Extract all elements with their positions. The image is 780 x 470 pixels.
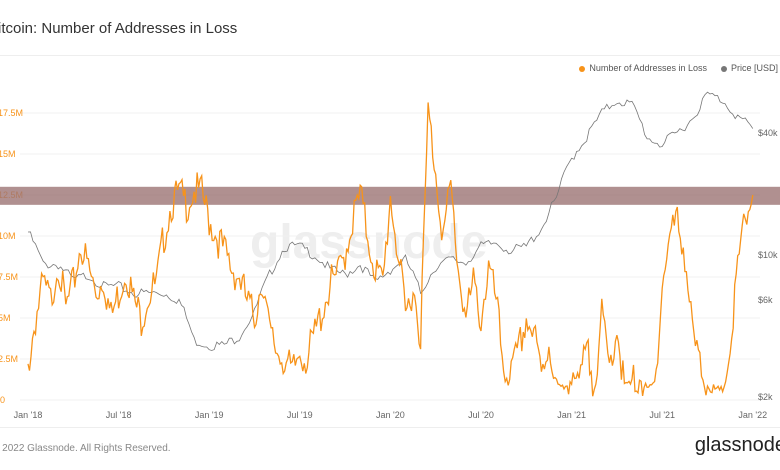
x-tick-label: Jan '20 [376, 410, 405, 420]
price-line [27, 91, 754, 351]
legend-item-price[interactable]: Price [USD] [720, 63, 778, 73]
legend-item-addresses[interactable]: Number of Addresses in Loss [579, 63, 707, 73]
x-tick-label: Jan '22 [738, 410, 767, 420]
orange-dot-icon [579, 65, 586, 72]
y-right-tick-label: $10k [758, 250, 778, 260]
x-tick-label: Jul '21 [649, 410, 675, 420]
watermark: glassnode [250, 216, 488, 269]
y-left-tick-label: 5M [0, 313, 11, 323]
gray-dot-icon [720, 65, 727, 72]
y-right-tick-label: $6k [758, 295, 773, 305]
y-left-tick-label: 7.5M [0, 272, 18, 282]
addresses-in-loss-line [27, 102, 754, 397]
chart-title: Bitcoin: Number of Addresses in Loss [0, 20, 238, 37]
copyright: © 2022 Glassnode. All Rights Reserved. [0, 443, 171, 454]
x-tick-label: Jul '19 [287, 410, 313, 420]
divider [0, 55, 780, 56]
y-right-tick-label: $40k [758, 128, 778, 138]
y-left-tick-label: 0 [0, 395, 5, 405]
legend: Number of Addresses in Loss Price [USD] [579, 63, 778, 73]
glassnode-logo: glassnode [694, 434, 780, 456]
y-right-tick-label: $2k [758, 392, 773, 402]
x-tick-label: Jan '18 [14, 410, 43, 420]
y-left-tick-label: 2.5M [0, 354, 18, 364]
chart-area: 02.5M5M7.5M10M12.5M15M17.5M$2k$6k$10k$40… [0, 91, 780, 420]
y-left-tick-label: 17.5M [0, 108, 23, 118]
y-left-tick-label: 15M [0, 149, 16, 159]
y-left-tick-label: 10M [0, 231, 16, 241]
divider [0, 427, 780, 428]
x-tick-label: Jan '19 [195, 410, 224, 420]
x-tick-label: Jul '18 [106, 410, 132, 420]
x-tick-label: Jul '20 [468, 410, 494, 420]
x-tick-label: Jan '21 [557, 410, 586, 420]
